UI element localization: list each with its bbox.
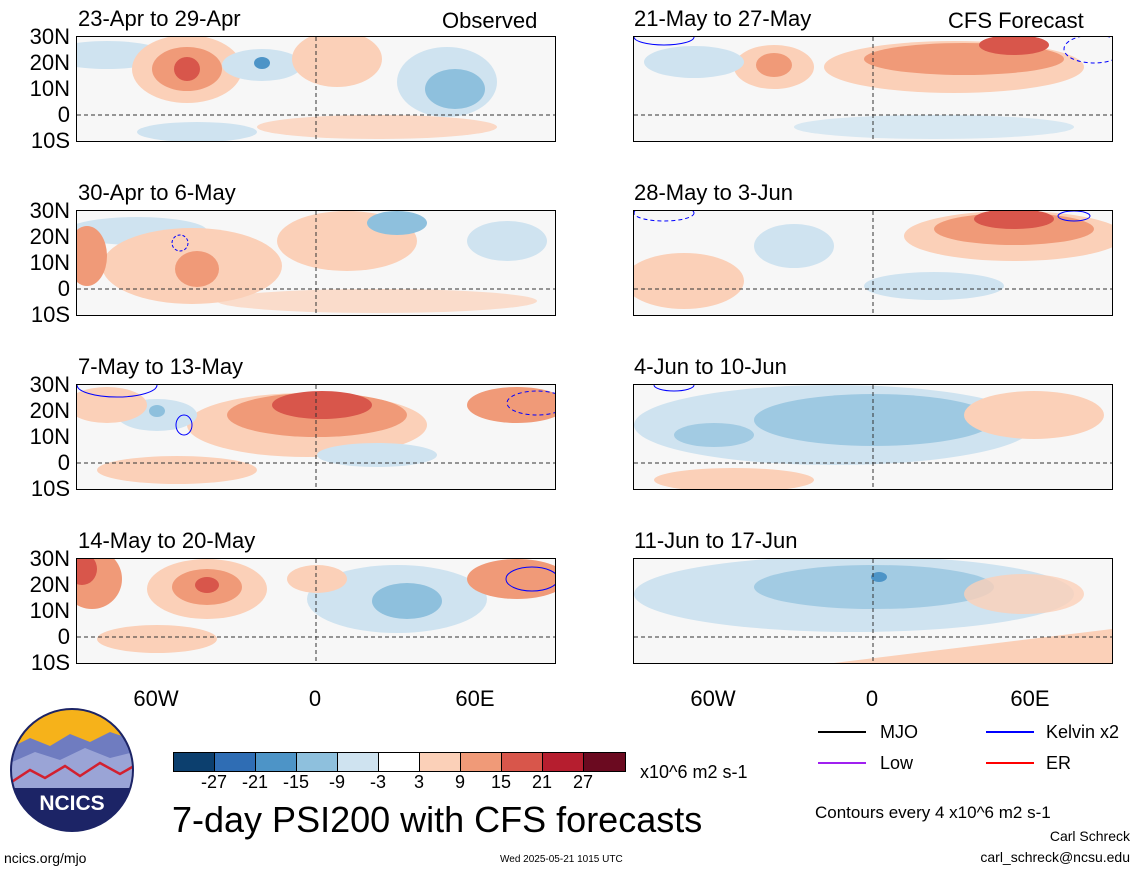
map-panel <box>633 36 1113 142</box>
panel-title: 28-May to 3-Jun <box>634 180 793 205</box>
author-email: carl_schreck@ncsu.edu <box>980 849 1130 865</box>
colorbar-tick: 21 <box>531 772 553 792</box>
main-title: 7-day PSI200 with CFS forecasts <box>172 799 703 840</box>
panel-title: 4-Jun to 10-Jun <box>634 354 787 379</box>
lon-label: 0 <box>308 686 322 711</box>
colorbar-swatch <box>419 752 462 772</box>
lat-label: 20N <box>29 224 70 249</box>
site-url: ncics.org/mjo <box>4 850 87 866</box>
ncics-logo: NCICS <box>10 708 134 832</box>
lon-label: 60W <box>133 686 179 711</box>
colorbar-tick: -9 <box>328 772 346 792</box>
lat-label: 20N <box>29 572 70 597</box>
lat-label: 30N <box>29 372 70 397</box>
colorbar-swatch <box>501 752 544 772</box>
lat-label: 20N <box>29 50 70 75</box>
lat-label: 30N <box>29 24 70 49</box>
colorbar-tick: 15 <box>490 772 512 792</box>
lat-label: 10S <box>30 650 70 675</box>
lon-label: 0 <box>865 686 879 711</box>
map-panel <box>76 558 556 664</box>
panel-title: 21-May to 27-May <box>634 6 812 31</box>
lat-label: 10S <box>30 128 70 153</box>
lat-label: 0 <box>57 624 70 649</box>
panel-title: 23-Apr to 29-Apr <box>78 6 241 31</box>
map-panel <box>633 210 1113 316</box>
colorbar-swatch <box>214 752 257 772</box>
map-panel <box>76 36 556 142</box>
legend-er: ER <box>1046 753 1072 773</box>
colorbar-tick: -3 <box>369 772 387 792</box>
author-name: Carl Schreck <box>1049 828 1130 844</box>
timestamp: Wed 2025-05-21 1015 UTC <box>500 854 623 865</box>
lon-label: 60E <box>1010 686 1050 711</box>
low-line <box>818 762 866 764</box>
contours-note: Contours every 4 x10^6 m2 s-1 <box>815 803 1051 822</box>
lat-label: 10N <box>29 598 70 623</box>
colorbar-tick: 3 <box>413 772 425 792</box>
colorbar-swatch <box>173 752 216 772</box>
lat-label: 10S <box>30 302 70 327</box>
colorbar-swatch <box>542 752 585 772</box>
map-panel <box>633 558 1113 664</box>
colorbar-tick: -15 <box>282 772 310 792</box>
panel-title: 7-May to 13-May <box>78 354 244 379</box>
panel-title: 30-Apr to 6-May <box>78 180 236 205</box>
colorbar-swatch <box>378 752 421 772</box>
lat-label: 10N <box>29 424 70 449</box>
lat-label: 30N <box>29 546 70 571</box>
colorbar-swatch <box>255 752 298 772</box>
map-panel <box>76 384 556 490</box>
lat-label: 0 <box>57 450 70 475</box>
lat-label: 10N <box>29 250 70 275</box>
lat-label: 20N <box>29 398 70 423</box>
kelvin-line <box>986 731 1034 733</box>
legend-mjo: MJO <box>880 722 918 742</box>
lat-label: 0 <box>57 102 70 127</box>
lon-label: 60E <box>455 686 495 711</box>
panel-tag-observed: Observed <box>442 8 538 33</box>
colorbar-units: x10^6 m2 s-1 <box>640 762 748 782</box>
mjo-line <box>818 731 866 733</box>
colorbar-swatch <box>460 752 503 772</box>
er-line <box>986 762 1034 764</box>
lat-label: 10N <box>29 76 70 101</box>
lat-label: 30N <box>29 198 70 223</box>
colorbar-tick: -21 <box>241 772 269 792</box>
panel-tag-cfs-forecast: CFS Forecast <box>948 8 1084 33</box>
colorbar-tick: 27 <box>572 772 594 792</box>
logo-text: NCICS <box>39 792 104 815</box>
panel-title: 11-Jun to 17-Jun <box>634 528 798 553</box>
lon-label: 60W <box>690 686 736 711</box>
colorbar-swatch <box>583 752 626 772</box>
lat-label: 0 <box>57 276 70 301</box>
legend-low: Low <box>880 753 914 773</box>
colorbar-swatch <box>296 752 339 772</box>
map-panel <box>76 210 556 316</box>
lat-label: 10S <box>30 476 70 501</box>
colorbar-tick: -27 <box>200 772 228 792</box>
legend-kelvin: Kelvin x2 <box>1046 722 1120 742</box>
map-panel <box>633 384 1113 490</box>
panel-title: 14-May to 20-May <box>78 528 256 553</box>
colorbar-tick: 9 <box>454 772 466 792</box>
colorbar-swatch <box>337 752 380 772</box>
